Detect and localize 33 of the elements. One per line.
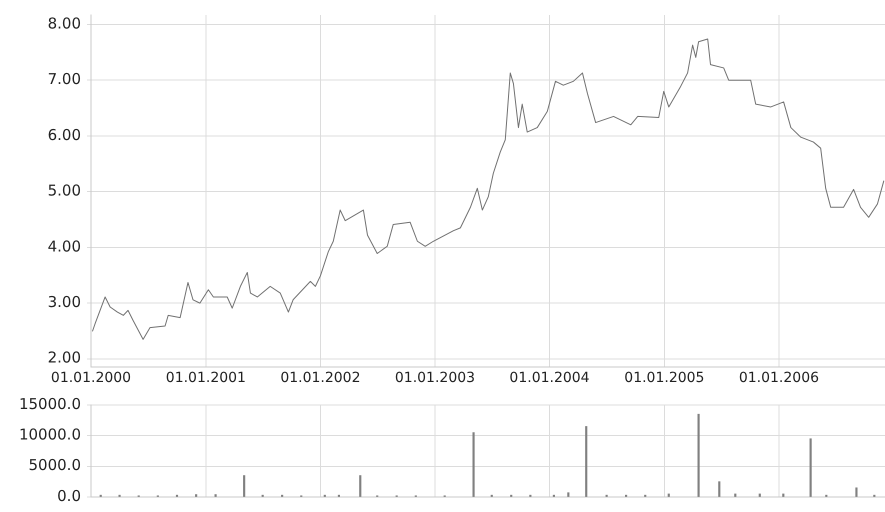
y-tick-label: 10000.0 (18, 426, 81, 444)
bar (567, 492, 570, 497)
x-tick-label: 01.01.2006 (738, 370, 820, 386)
x-tick-label: 01.01.2000 (50, 370, 132, 386)
bar (782, 494, 784, 497)
bar (734, 494, 736, 497)
bar (668, 494, 670, 497)
y-tick-label: 3.00 (48, 293, 81, 312)
bar (718, 481, 720, 497)
bar (810, 438, 812, 497)
y-tick-label: 5000.0 (28, 456, 81, 474)
bar (359, 475, 362, 497)
bar (214, 494, 217, 497)
bar (585, 426, 588, 497)
bar (243, 475, 246, 497)
x-tick-label: 01.01.2001 (166, 370, 246, 386)
y-tick-label: 4.00 (48, 237, 81, 256)
bar (855, 487, 858, 497)
y-tick-label: 8.00 (48, 14, 81, 32)
y-tick-label: 5.00 (48, 182, 81, 200)
bar (472, 432, 475, 497)
x-tick-label: 01.01.2003 (394, 370, 476, 386)
x-tick-label: 01.01.2005 (624, 370, 704, 386)
x-tick-label: 01.01.2002 (280, 370, 360, 386)
y-tick-label: 6.00 (48, 126, 81, 144)
bar (758, 494, 761, 497)
bar (195, 494, 198, 497)
y-tick-label: 15000.0 (18, 394, 81, 413)
y-tick-label: 2.00 (48, 348, 81, 367)
y-tick-label: 0.0 (57, 486, 81, 505)
bar (698, 414, 700, 497)
x-tick-label: 01.01.2004 (509, 370, 590, 386)
y-tick-label: 7.00 (48, 70, 81, 88)
